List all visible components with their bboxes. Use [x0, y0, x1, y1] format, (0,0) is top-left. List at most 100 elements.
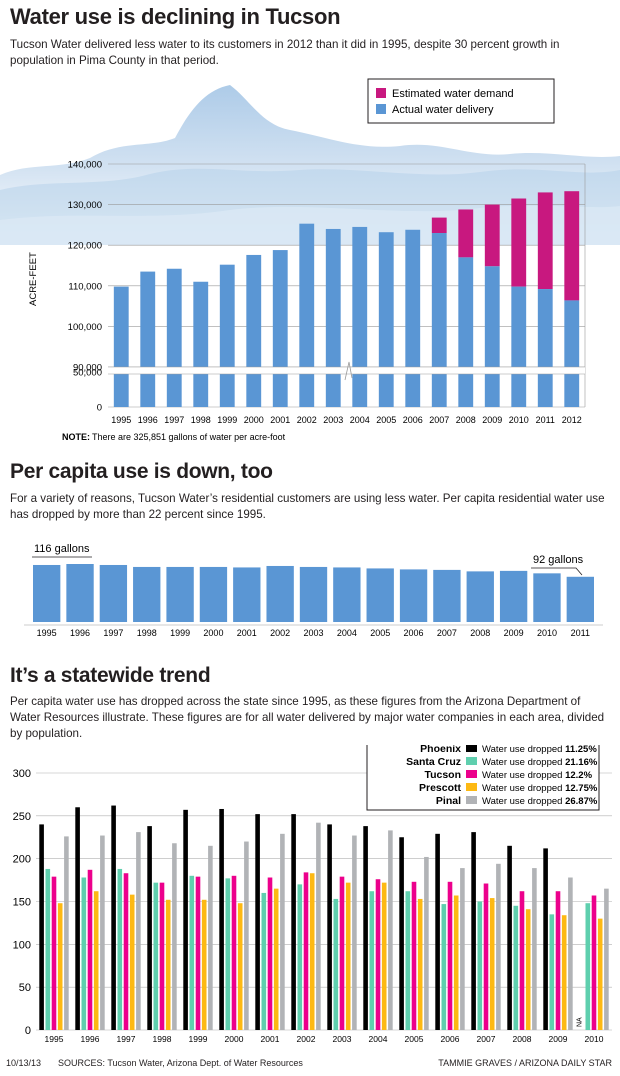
bar-santa-cruz — [81, 877, 87, 1030]
x-tick-label: 2003 — [303, 628, 323, 638]
x-tick-label: 2006 — [441, 1034, 460, 1044]
x-tick-label: 2010 — [509, 415, 529, 425]
bar — [566, 576, 594, 622]
water-delivery-chart: Estimated water demand Actual water deli… — [0, 78, 620, 442]
x-tick-label: 2012 — [562, 415, 582, 425]
bar-phoenix — [255, 814, 260, 1030]
bar-prescott — [345, 882, 351, 1030]
bar-pinal — [172, 843, 177, 1030]
legend-text: Water use dropped — [482, 783, 565, 794]
bar-tucson — [231, 875, 237, 1030]
bar-prescott — [237, 903, 243, 1030]
bar — [466, 571, 494, 622]
legend-swatch-delivery — [376, 104, 386, 114]
bar-delivery — [405, 229, 421, 407]
bar-santa-cruz — [297, 884, 303, 1030]
bar-tucson — [483, 883, 489, 1030]
bar-tucson — [303, 872, 309, 1030]
bars — [39, 805, 609, 1030]
x-tick-label: 2005 — [370, 628, 390, 638]
bar-demand — [511, 198, 527, 287]
bar — [199, 566, 228, 622]
legend-label-delivery: Actual water delivery — [392, 104, 494, 116]
note-text: There are 325,851 gallons of water per a… — [92, 432, 286, 442]
x-tick-label: 1995 — [111, 415, 131, 425]
x-tick-label: 2009 — [482, 415, 502, 425]
bar-prescott — [597, 918, 603, 1030]
bar-tucson — [195, 876, 201, 1030]
bar-demand — [484, 204, 500, 267]
footer-credit: TAMMIE GRAVES / ARIZONA DAILY STAR — [438, 1058, 612, 1068]
x-tick-label: 1997 — [103, 628, 123, 638]
bar-prescott — [417, 898, 423, 1030]
x-tick-label: 2010 — [537, 628, 557, 638]
footer-sources: SOURCES: Tucson Water, Arizona Dept. of … — [58, 1058, 303, 1068]
legend-percent: 21.16% — [565, 757, 598, 768]
bar — [66, 564, 94, 622]
bar-demand — [458, 209, 474, 258]
bar-santa-cruz — [225, 878, 231, 1030]
x-tick-label: 2002 — [297, 415, 317, 425]
x-tick-label: 1998 — [191, 415, 211, 425]
x-tick-label: 2005 — [405, 1034, 424, 1044]
x-tick-label: 2003 — [323, 415, 343, 425]
bar-tucson — [159, 882, 165, 1030]
legend-text: Water use dropped — [482, 745, 565, 755]
x-tick-label: 2011 — [536, 415, 555, 425]
bar-delivery — [299, 223, 315, 407]
bar-santa-cruz — [45, 868, 51, 1030]
legend-swatch — [466, 770, 477, 778]
headline: Water use is declining in Tucson — [10, 4, 341, 29]
bar-pinal — [316, 822, 321, 1030]
x-tick-label: 2007 — [437, 628, 457, 638]
y-tick-label: 110,000 — [68, 281, 102, 292]
bar-santa-cruz — [189, 875, 195, 1030]
bar-pinal — [280, 833, 285, 1030]
x-tick-label: 2004 — [337, 628, 357, 638]
bar-pinal — [388, 830, 393, 1030]
section3-text: Per capita water use has dropped across … — [10, 695, 605, 740]
y-tick-label: 300 — [13, 768, 31, 780]
bar-tucson — [87, 869, 93, 1030]
x-tick-labels: 1995 1996 1997 1998 1999 2000 2001 2002 2003 2004… — [45, 1034, 604, 1044]
legend-description: Water use dropped 11.25% — [482, 745, 597, 755]
y-tick-label: 0 — [97, 403, 102, 414]
x-tick-label: 2001 — [270, 415, 290, 425]
legend: Phoenix Water use dropped 11.25% Santa Cru… — [366, 745, 600, 811]
bar-delivery — [352, 226, 368, 407]
legend-series-name: Santa Cruz — [406, 756, 461, 768]
bar-santa-cruz — [153, 882, 159, 1030]
bar-tucson — [267, 877, 273, 1030]
bar-prescott — [273, 888, 279, 1030]
bar-prescott — [489, 898, 495, 1030]
bar-delivery — [193, 281, 209, 407]
section2-title: Per capita use is down, too — [10, 460, 273, 483]
legend-series-name: Tucson — [424, 769, 461, 781]
bar-santa-cruz — [261, 892, 267, 1030]
x-tick-label: 2005 — [376, 415, 396, 425]
x-tick-label: 2009 — [549, 1034, 568, 1044]
bar-santa-cruz — [513, 905, 519, 1030]
x-tick-label: 2004 — [350, 415, 370, 425]
bar-prescott — [309, 873, 315, 1030]
y-tick-label: 100,000 — [68, 322, 102, 333]
section2-text: For a variety of reasons, Tucson Water’s… — [10, 492, 605, 521]
bar — [299, 566, 328, 622]
x-tick-label: 2010 — [585, 1034, 604, 1044]
legend: Estimated water demand Actual water deli… — [367, 78, 555, 124]
bar-prescott — [165, 899, 171, 1030]
footer-date: 10/13/13 — [6, 1058, 42, 1068]
bar-delivery — [246, 254, 262, 407]
x-tick-label: 2007 — [477, 1034, 496, 1044]
bar-pinal — [424, 856, 429, 1030]
axis-break-band — [108, 367, 585, 374]
legend-text: Water use dropped — [482, 796, 565, 807]
annotations: 116 gallons 92 gallons — [32, 543, 584, 576]
bar-prescott — [57, 903, 63, 1030]
x-tick-label: 2011 — [571, 628, 590, 638]
legend-swatch — [466, 745, 477, 752]
bar-prescott — [453, 895, 459, 1030]
bar-demand — [537, 192, 553, 290]
x-tick-label: 2001 — [237, 628, 257, 638]
bar-phoenix — [147, 826, 152, 1030]
